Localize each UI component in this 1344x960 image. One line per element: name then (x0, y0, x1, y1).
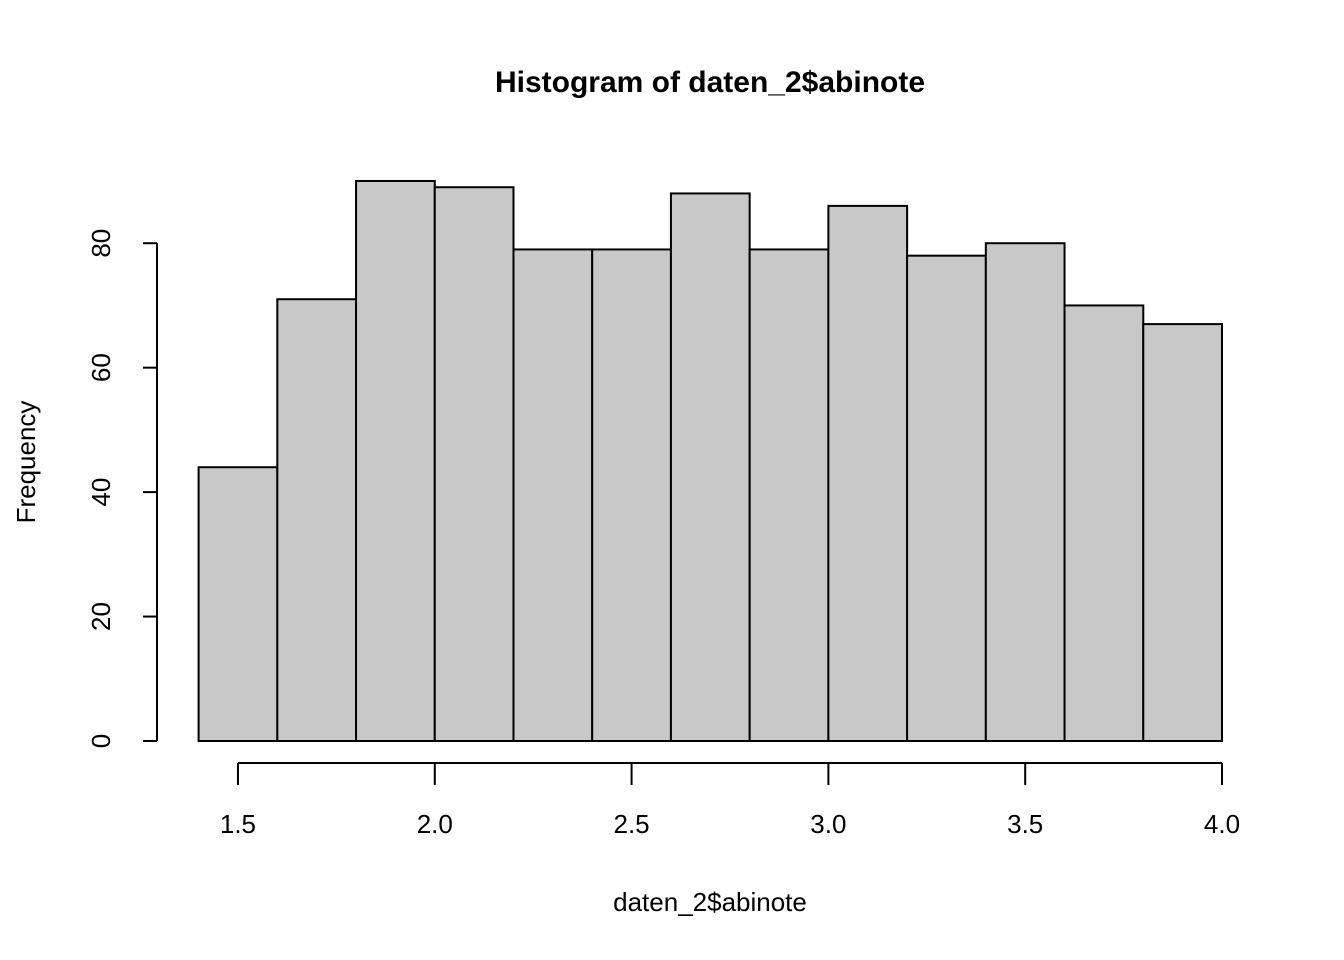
bar (1063, 304, 1145, 742)
x-tick-label: 2.0 (417, 809, 453, 839)
y-axis-label: Frequency (11, 401, 41, 524)
chart-title: Histogram of daten_2$abinote (495, 66, 925, 99)
bar (748, 248, 830, 742)
y-tick-label: 80 (86, 229, 116, 258)
bar (512, 248, 594, 742)
bar (433, 186, 515, 742)
x-tick-label: 3.0 (810, 809, 846, 839)
bar (355, 180, 436, 742)
x-axis-label: daten_2$abinote (613, 887, 807, 917)
bar (197, 466, 279, 742)
bar (827, 204, 909, 742)
y-tick-label: 0 (86, 734, 116, 748)
bar (669, 192, 751, 742)
bar (906, 254, 987, 743)
y-tick-label: 60 (86, 353, 116, 382)
x-tick-label: 2.5 (613, 809, 649, 839)
bar (591, 248, 672, 742)
bar (1142, 323, 1224, 742)
y-tick-label: 20 (86, 602, 116, 631)
bar (276, 298, 358, 742)
x-tick-label: 1.5 (220, 809, 256, 839)
x-tick-label: 4.0 (1204, 809, 1240, 839)
bar (984, 242, 1066, 742)
x-tick-label: 3.5 (1007, 809, 1043, 839)
y-tick-label: 40 (86, 478, 116, 507)
